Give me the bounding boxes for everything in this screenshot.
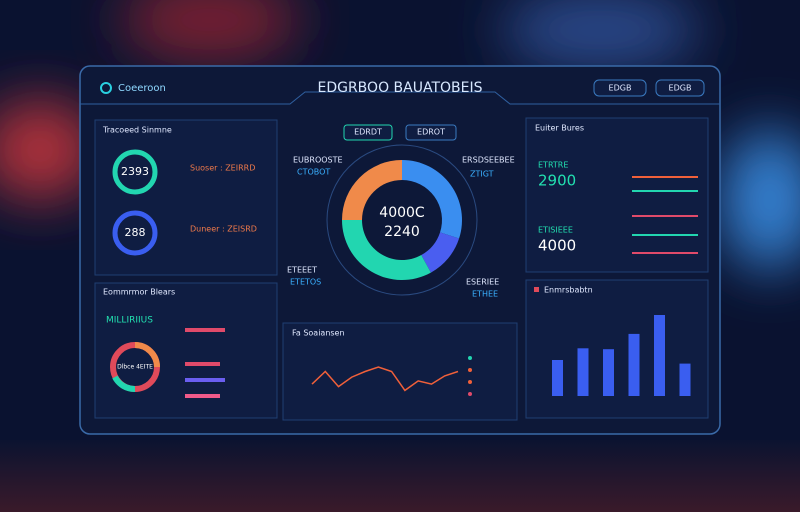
callout: ETEEET: [287, 266, 317, 275]
callout: CTOBOT: [297, 168, 330, 177]
ring-value: 2393: [121, 165, 149, 178]
metric-value: 2900: [538, 172, 576, 190]
bar: [628, 333, 640, 396]
panel-title: Fa Soaiansen: [292, 329, 345, 338]
button[interactable]: [593, 79, 647, 97]
panel-title: Euiter Bures: [535, 124, 584, 133]
panel: [282, 322, 518, 421]
glow-blue: [720, 130, 800, 270]
glow-blue: [500, 0, 700, 70]
donut-value: 4000C: [379, 205, 425, 221]
ring-label: Suoser : ZEIRRD: [190, 164, 255, 173]
button-label[interactable]: EDGB: [669, 84, 692, 93]
button-label[interactable]: EDGB: [609, 84, 632, 93]
donut-segment: [402, 160, 462, 239]
bar-deco: [185, 362, 220, 366]
progress: [632, 252, 698, 254]
donut-segment: [342, 160, 402, 220]
legend-dot: [468, 380, 472, 384]
ring-part: [134, 342, 160, 368]
brand-icon: [100, 82, 112, 94]
tab[interactable]: [405, 124, 457, 141]
ring-value: 288: [125, 226, 146, 239]
callout: ZTIGT: [470, 170, 494, 179]
progress: [632, 215, 698, 217]
bar: [679, 363, 691, 396]
callout: ERSDSEEBEE: [462, 156, 515, 165]
ring-label: Duneer : ZEISRD: [190, 225, 257, 234]
header-line: [80, 91, 720, 105]
callout: ETHEE: [472, 290, 498, 299]
bar-deco: [185, 328, 225, 332]
bar-deco: [185, 394, 220, 398]
donut-guide: [326, 144, 478, 296]
callout: ETETOS: [290, 278, 321, 287]
legend-dot: [468, 392, 472, 396]
panel-title: Tracoeed Sinmne: [102, 126, 172, 135]
title: EDGRBOO BAUATOBEIS: [317, 80, 482, 96]
ring: [112, 210, 158, 256]
ring-label: Dlbce 4EITE: [117, 364, 153, 371]
metric-label: ETRTRE: [538, 161, 568, 170]
panel-title: Eommrmor Blears: [103, 288, 175, 297]
line: [311, 366, 459, 392]
title-icon: [534, 287, 539, 292]
bar: [552, 360, 563, 396]
panel: [94, 119, 278, 276]
subtitle: MILLIRIIUS: [106, 316, 153, 326]
button[interactable]: [655, 79, 705, 97]
glow-red: [0, 100, 100, 200]
legend-dot: [468, 356, 472, 360]
tab[interactable]: [343, 124, 393, 141]
donut-segment: [342, 220, 431, 281]
progress: [632, 176, 698, 178]
panel: [525, 117, 709, 273]
bar-deco: [185, 378, 225, 382]
progress: [632, 190, 698, 192]
progress: [632, 234, 698, 236]
brand: Coeeroon: [118, 83, 166, 94]
callout: EUBROOSTE: [293, 156, 343, 165]
floor: [0, 440, 800, 512]
ring-part: [112, 375, 136, 392]
tab-label[interactable]: EDROT: [417, 128, 445, 137]
ring: [112, 149, 158, 195]
panel-title: Enmrsbabtn: [544, 286, 593, 295]
bar: [603, 349, 614, 396]
callout: ESERIEE: [466, 278, 499, 287]
bar: [654, 315, 665, 396]
legend-dot: [468, 368, 472, 372]
panel: [525, 279, 709, 419]
metric-label: ETISIEEE: [538, 226, 573, 235]
donut-segment: [421, 232, 460, 273]
glow-red: [120, 0, 300, 60]
donut-value: 2240: [384, 224, 420, 240]
tab-label[interactable]: EDRDT: [354, 128, 382, 137]
bar: [577, 348, 589, 396]
metric-value: 4000: [538, 237, 576, 255]
